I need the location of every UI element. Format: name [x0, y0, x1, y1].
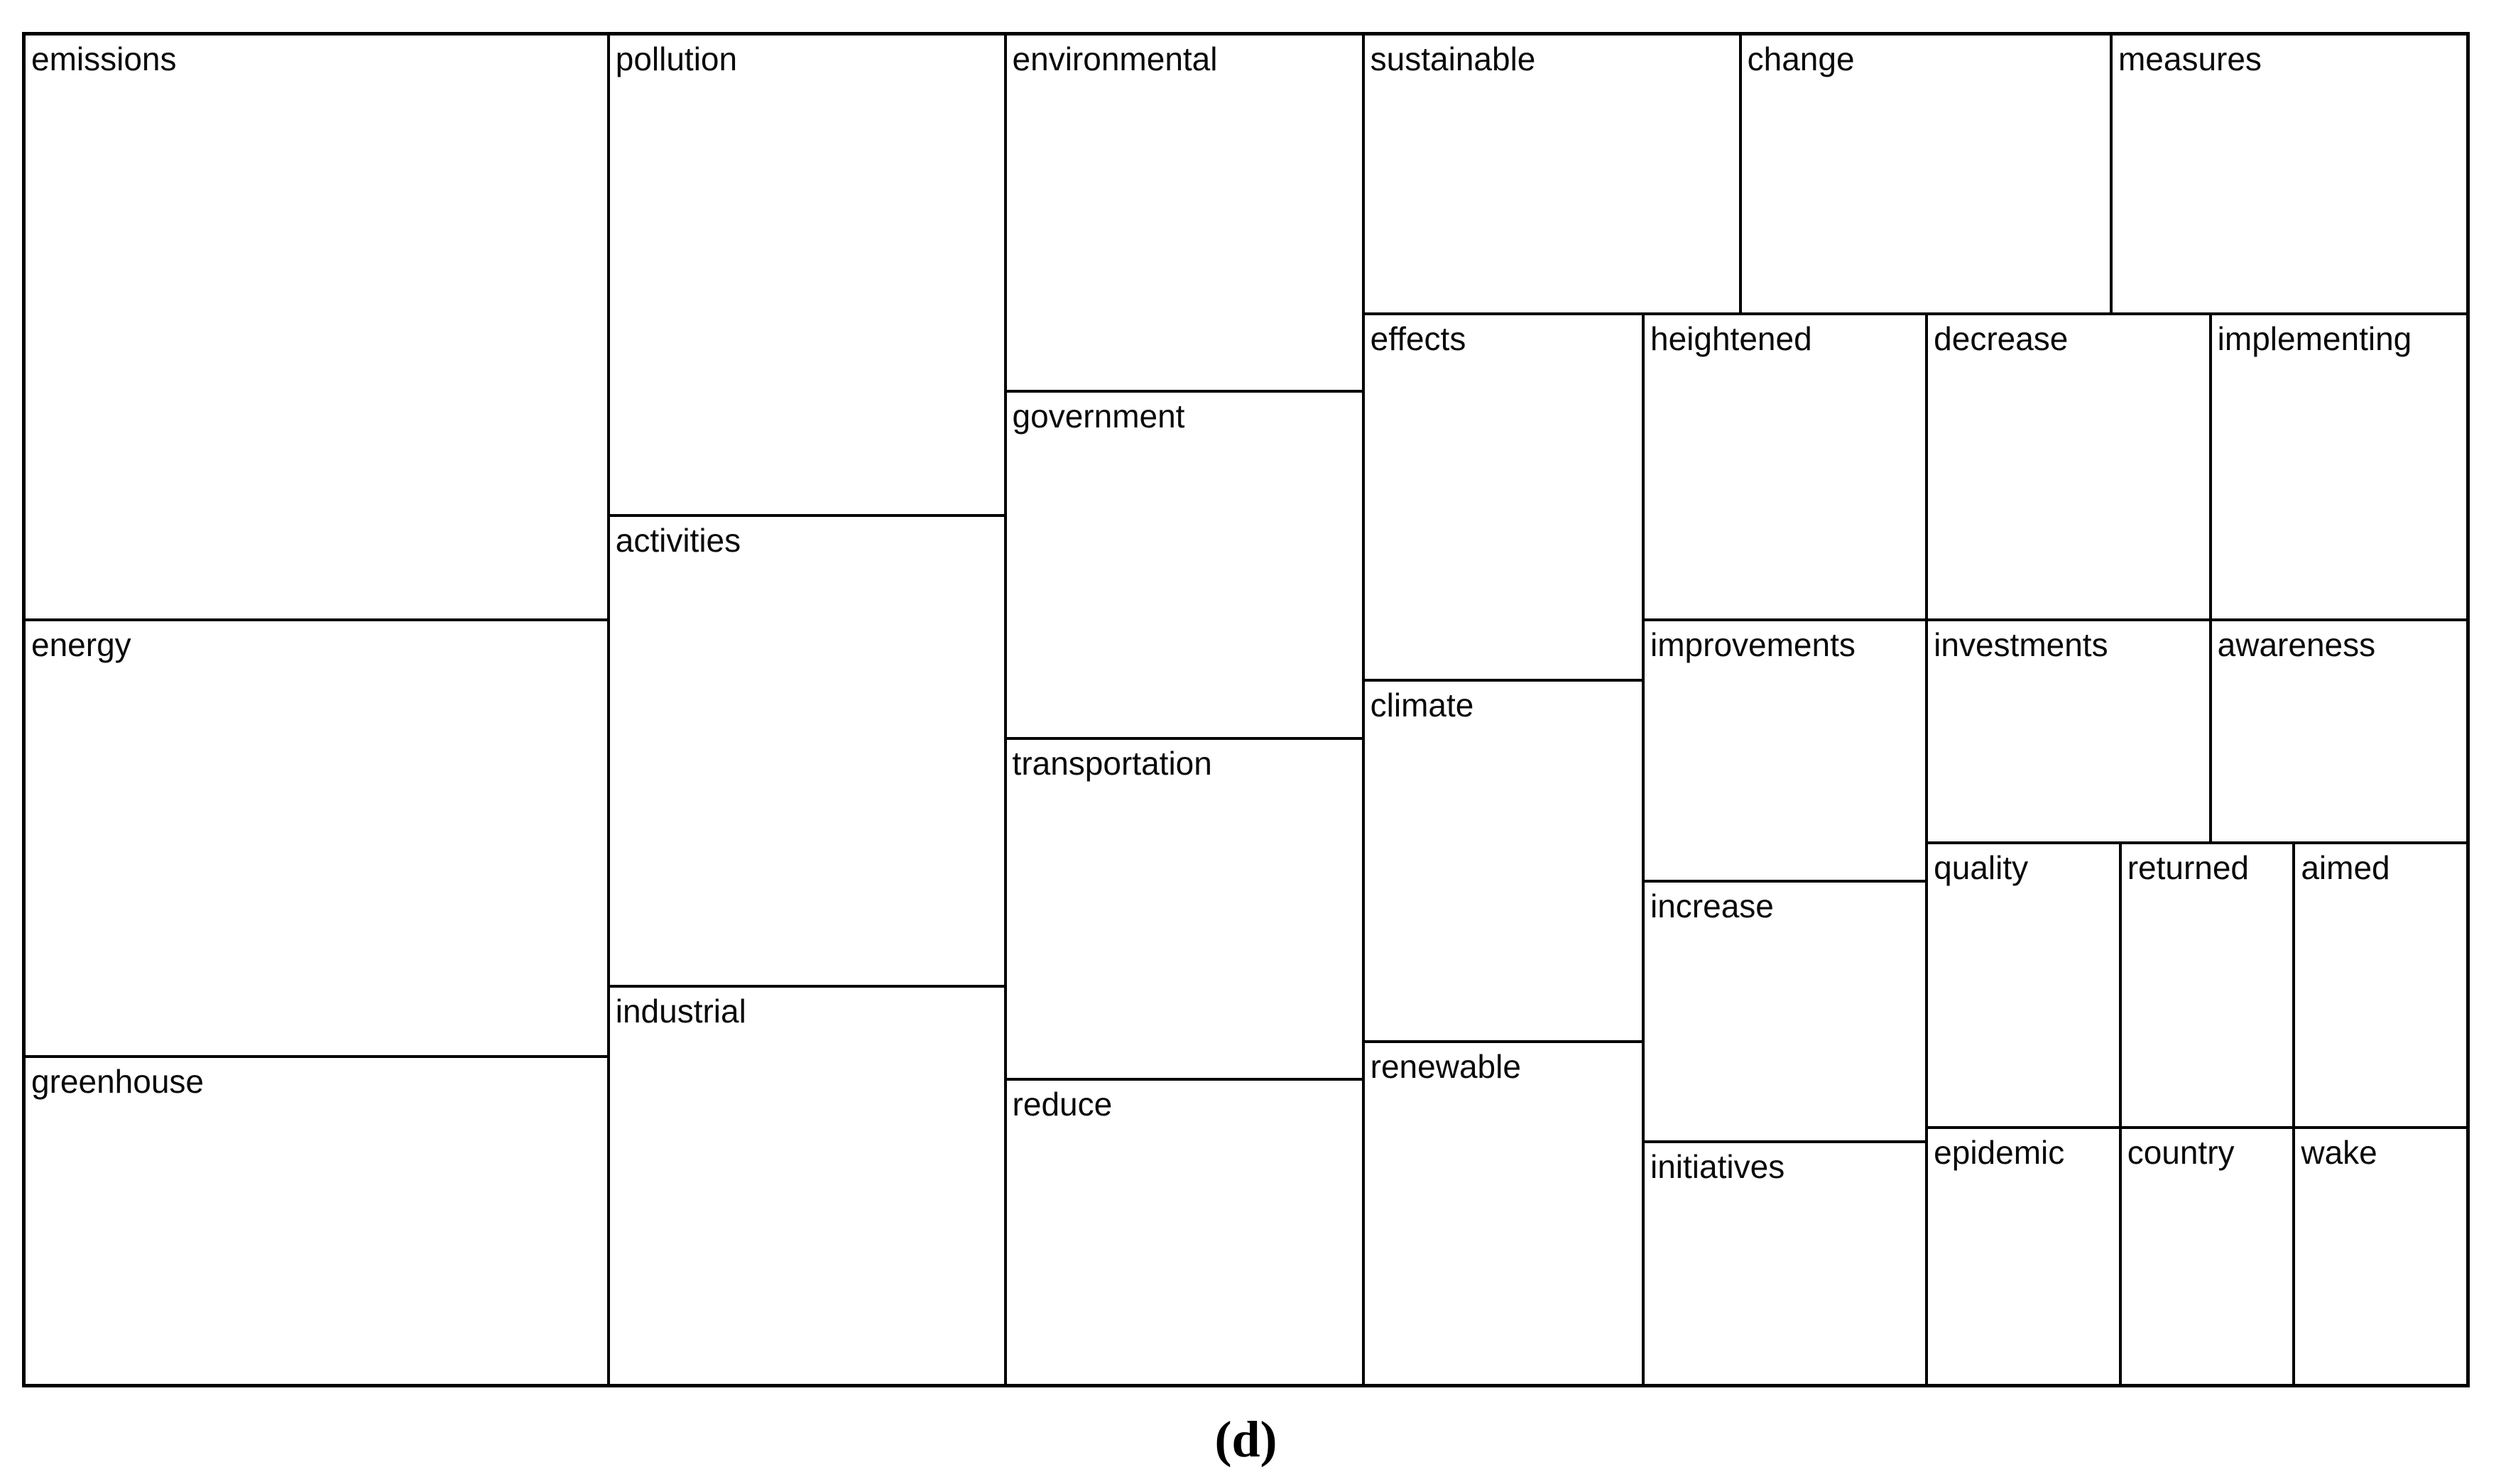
treemap-tile-increase: increase — [1643, 881, 1927, 1142]
figure-caption: (d) — [22, 1410, 2470, 1469]
tile-label: energy — [31, 626, 131, 664]
treemap-tile-measures: measures — [2110, 34, 2468, 314]
treemap-tile-climate: climate — [1363, 680, 1643, 1042]
tile-label: renewable — [1370, 1048, 1521, 1086]
tile-label: heightened — [1650, 320, 1812, 357]
tile-label: returned — [2127, 849, 2250, 887]
tile-label: industrial — [615, 992, 746, 1030]
treemap-tile-emissions: emissions — [24, 34, 609, 621]
treemap-tile-decrease: decrease — [1927, 313, 2211, 621]
treemap-tile-greenhouse: greenhouse — [24, 1057, 609, 1385]
treemap-tile-improvements: improvements — [1643, 620, 1927, 882]
tile-label: improvements — [1650, 626, 1856, 664]
tile-label: country — [2127, 1134, 2235, 1172]
figure-caption-label: (d) — [1214, 1411, 1277, 1468]
tile-label: reduce — [1012, 1086, 1113, 1123]
tile-label: transportation — [1012, 744, 1212, 782]
treemap-tile-returned: returned — [2120, 843, 2294, 1128]
treemap-tile-investments: investments — [1927, 620, 2211, 844]
treemap-tile-wake: wake — [2294, 1128, 2468, 1385]
tile-label: initiatives — [1650, 1148, 1785, 1186]
treemap-tile-heightened: heightened — [1643, 313, 1927, 621]
tile-label: environmental — [1012, 40, 1218, 77]
treemap-tile-country: country — [2120, 1128, 2294, 1385]
treemap-tile-change: change — [1740, 34, 2111, 314]
tile-label: increase — [1650, 888, 1774, 925]
tile-label: change — [1747, 40, 1855, 77]
treemap-tile-quality: quality — [1927, 843, 2120, 1128]
tile-label: implementing — [2217, 320, 2412, 357]
treemap-tile-sustainable: sustainable — [1363, 34, 1740, 314]
tile-label: effects — [1370, 320, 1466, 357]
tile-label: sustainable — [1370, 40, 1536, 77]
treemap-tile-pollution: pollution — [608, 34, 1006, 515]
tile-label: government — [1012, 398, 1185, 435]
treemap-tile-energy: energy — [24, 620, 609, 1057]
tile-label: wake — [2301, 1134, 2377, 1172]
treemap-tile-renewable: renewable — [1363, 1042, 1643, 1385]
treemap-tile-environmental: environmental — [1005, 34, 1363, 392]
treemap-tile-transportation: transportation — [1005, 738, 1363, 1080]
tile-label: climate — [1370, 687, 1474, 724]
treemap-tile-awareness: awareness — [2210, 620, 2468, 844]
treemap-tile-epidemic: epidemic — [1927, 1128, 2120, 1385]
tile-label: decrease — [1934, 320, 2069, 357]
treemap-tile-activities: activities — [608, 515, 1006, 986]
tile-label: aimed — [2301, 849, 2390, 887]
treemap-tile-reduce: reduce — [1005, 1079, 1363, 1385]
tile-label: pollution — [615, 40, 738, 77]
tile-label: quality — [1934, 849, 2029, 887]
treemap-tile-aimed: aimed — [2294, 843, 2468, 1128]
tile-label: activities — [615, 521, 741, 559]
tile-label: awareness — [2217, 626, 2376, 664]
tile-label: greenhouse — [31, 1063, 204, 1101]
tile-label: investments — [1934, 626, 2108, 664]
treemap-tile-industrial: industrial — [608, 986, 1006, 1385]
treemap-tile-effects: effects — [1363, 313, 1643, 681]
tile-label: epidemic — [1934, 1134, 2065, 1172]
treemap-tile-government: government — [1005, 391, 1363, 738]
treemap-tile-initiatives: initiatives — [1643, 1142, 1927, 1385]
tile-label: emissions — [31, 40, 177, 77]
treemap-tile-implementing: implementing — [2210, 313, 2468, 621]
word-treemap: emissions energy greenhouse pollution activi… — [22, 32, 2470, 1387]
tile-label: measures — [2118, 40, 2262, 77]
